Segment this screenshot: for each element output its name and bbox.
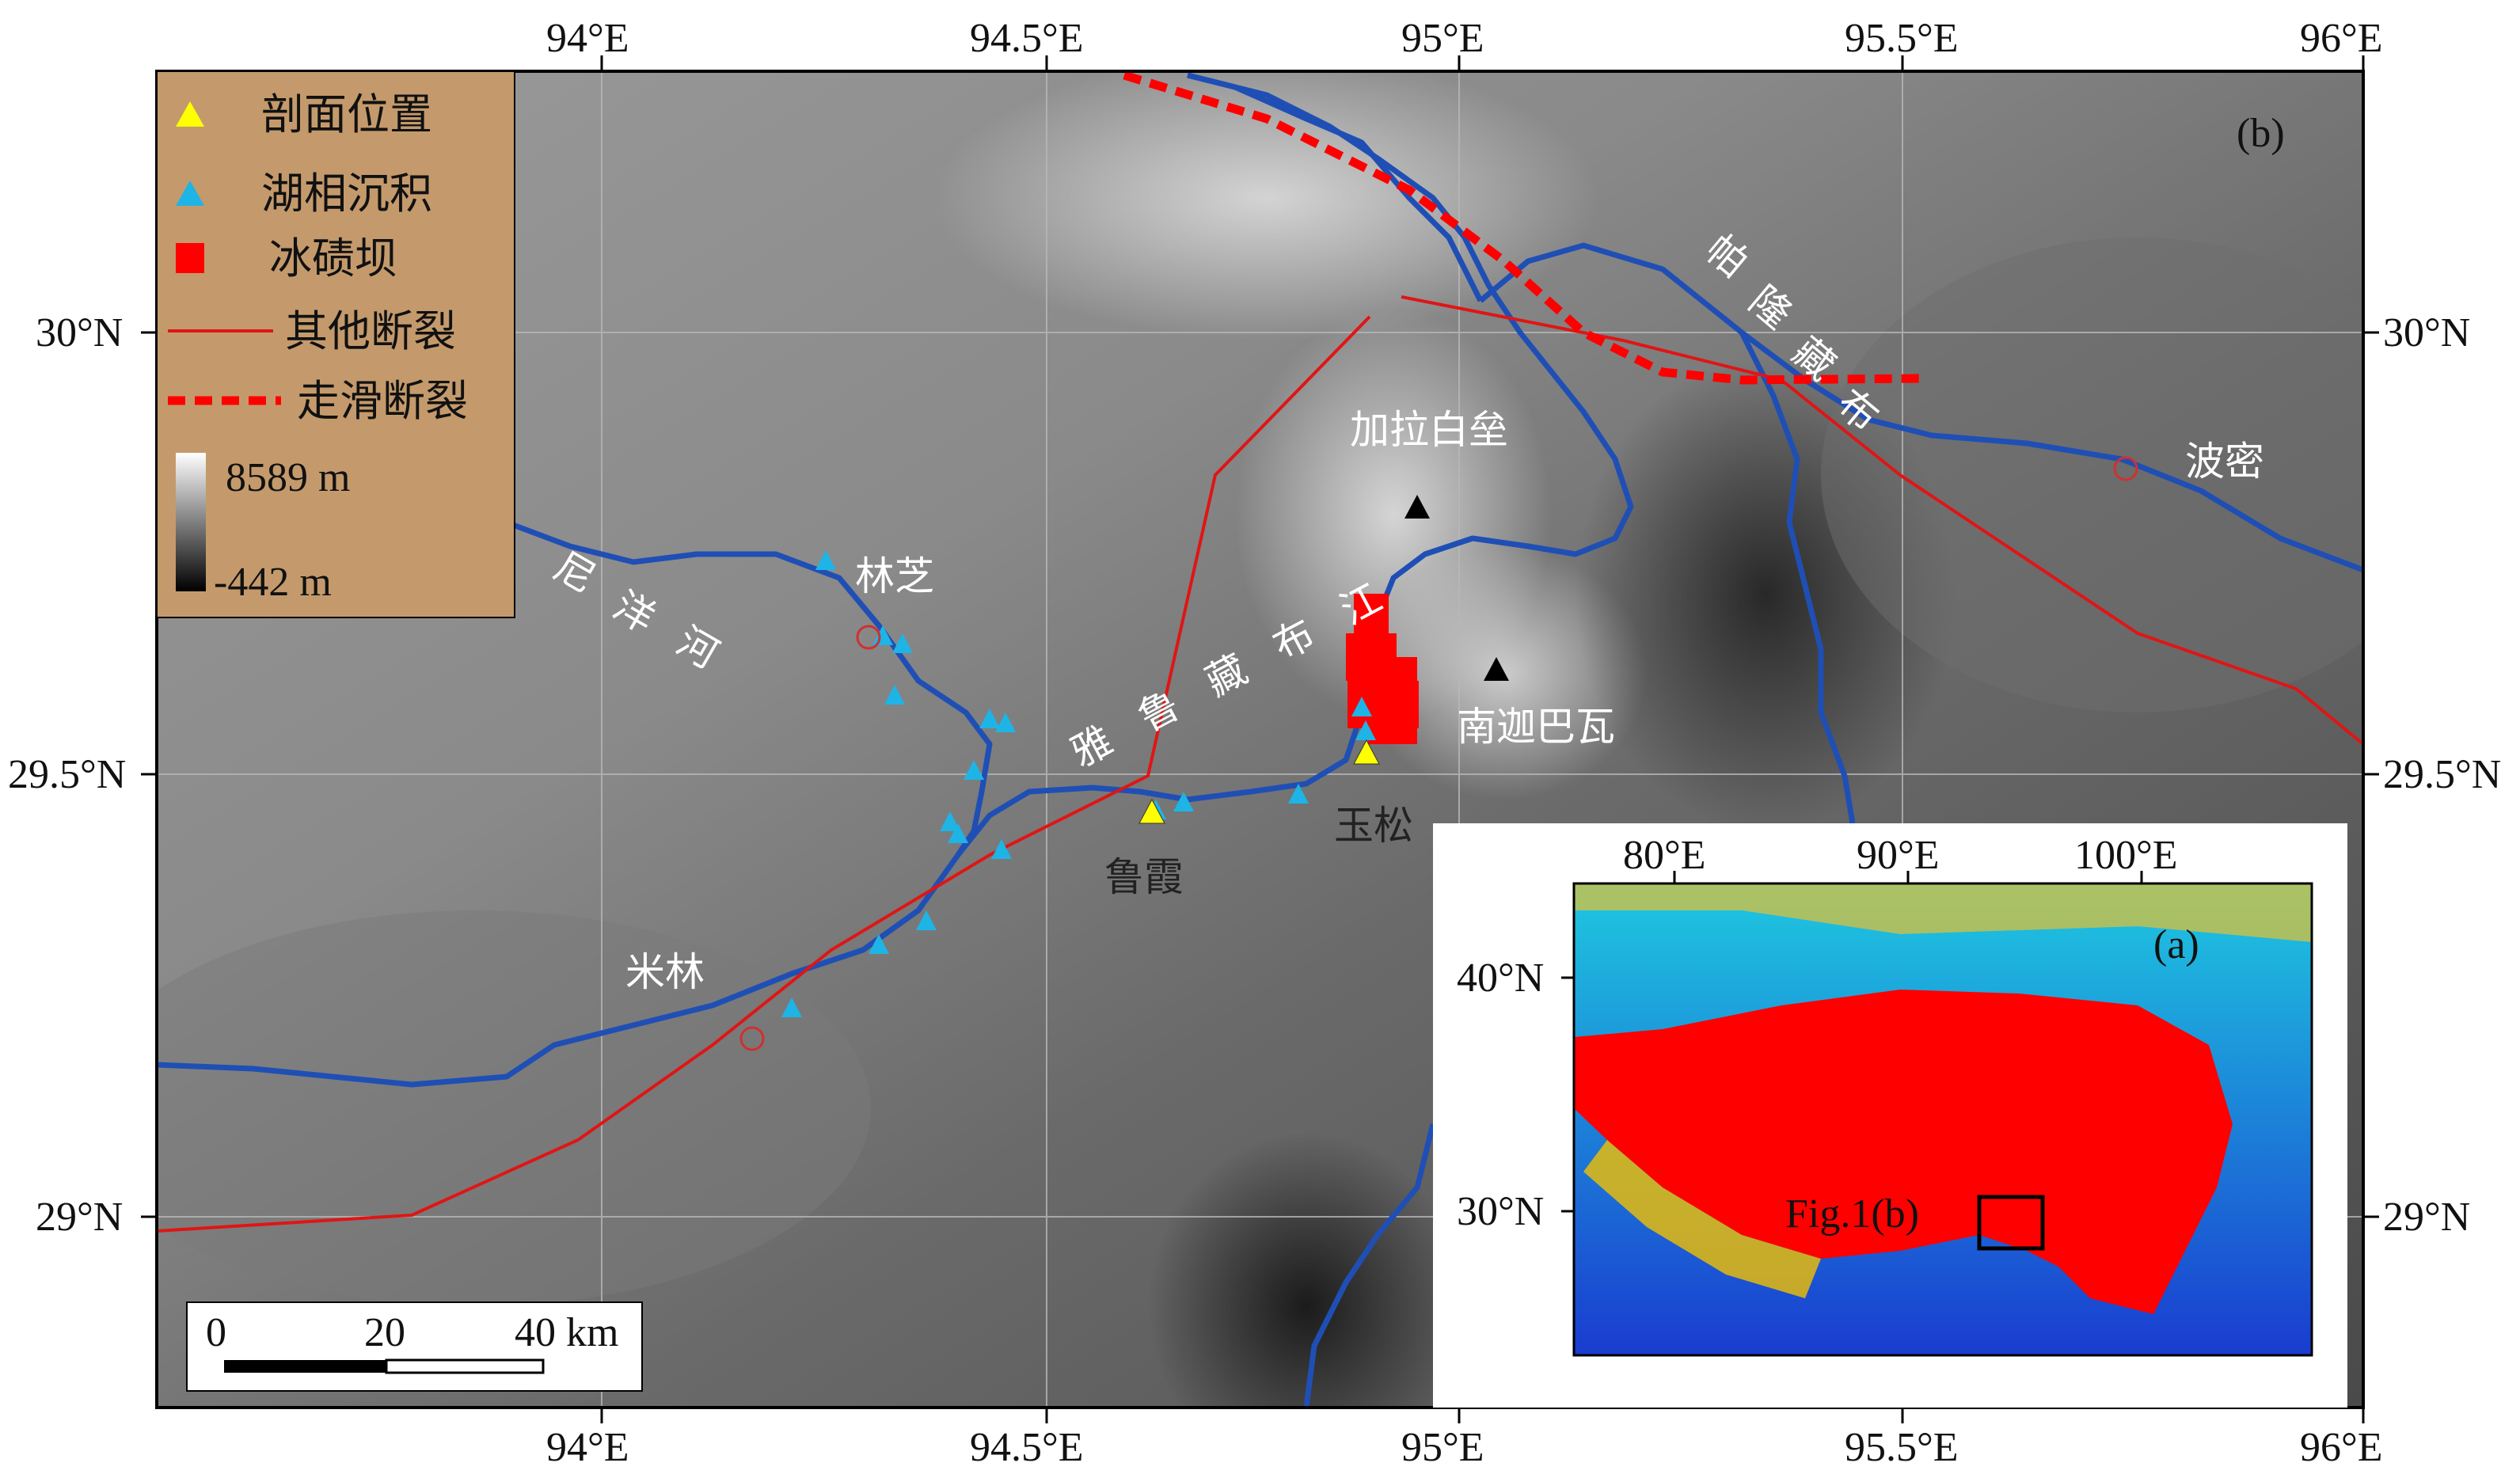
legend-yellow-triangle-icon	[176, 101, 204, 127]
inset-northern-basin	[1574, 883, 2312, 942]
lake-sediment-marker	[781, 997, 802, 1017]
profile-marker	[1138, 798, 1165, 824]
right-tick: 29.5°N	[2383, 752, 2501, 797]
legend-cyan-triangle-icon	[176, 180, 204, 206]
bottom-tick: 95°E	[1401, 1425, 1484, 1470]
scale-label-0: 0	[206, 1310, 226, 1355]
nyang-river	[505, 519, 993, 857]
lake-sediment-marker	[964, 760, 984, 780]
scale-bar: 0 20 40 km	[186, 1301, 643, 1392]
lake-sediment-marker	[872, 625, 893, 645]
label-yusong: 玉松	[1334, 803, 1413, 849]
lake-sediment-marker	[892, 633, 913, 653]
bottom-tick: 94.5°E	[970, 1425, 1084, 1470]
lake-sediment-marker	[1173, 792, 1194, 811]
profile-marker	[1353, 739, 1380, 765]
lake-sediment-marker	[1288, 784, 1309, 804]
lake-sediment-marker	[979, 709, 1000, 728]
legend: 剖面位置 湖相沉积 冰碛坝 其他断裂 走滑断裂 8589 m -442 m	[156, 70, 515, 618]
peak-triangle-icon	[1404, 495, 1430, 519]
inset-map: Fig.1(b) (a) 80°E 90°E 100°E 40°N 30°N	[1433, 823, 2347, 1408]
scale-label-20: 20	[364, 1310, 405, 1355]
left-tick: 29°N	[36, 1195, 123, 1240]
label-bomi: 波密	[2185, 439, 2264, 484]
lake-sediment-marker	[884, 685, 905, 705]
parlung-river	[1478, 242, 2363, 573]
inset-top-tick: 80°E	[1623, 833, 1706, 878]
terrain-relief: 林芝 米林 鲁霞 玉松 波密 加拉白垒 南迦巴瓦 尼 洋 河 雅 鲁 藏 布 江…	[157, 71, 2363, 1408]
tributary-north-bend	[1187, 72, 1484, 302]
top-tick: 94.5°E	[970, 16, 1084, 61]
strike-slip-fault	[1123, 71, 1925, 385]
tributary-south	[1303, 1123, 1436, 1408]
lake-sediment-sites	[781, 550, 1376, 1017]
right-tick: 30°N	[2383, 310, 2470, 355]
lake-sediment-marker	[995, 712, 1016, 732]
inset-left-tick: 30°N	[1457, 1189, 1544, 1234]
inset-frame	[1572, 882, 2313, 1357]
legend-label: 剖面位置	[261, 89, 432, 139]
legend-label: 其他断裂	[285, 306, 456, 356]
inset-top-tick: 100°E	[2074, 833, 2178, 878]
lake-sediment-marker	[940, 811, 960, 831]
other-faults	[157, 295, 2363, 1233]
bottom-tick: 94°E	[546, 1425, 629, 1470]
label-namcha-barwa: 南迦巴瓦	[1457, 704, 1615, 750]
lake-sediment-marker	[916, 910, 937, 930]
legend-label: 湖相沉积	[261, 169, 432, 218]
label-gyala-peri: 加拉白垒	[1350, 407, 1508, 453]
elevation-min-label: -442 m	[214, 560, 332, 605]
inset-top-tick: 90°E	[1857, 833, 1940, 878]
inset-location-box	[1977, 1195, 2045, 1251]
inset-tibetan-plateau	[1574, 990, 2233, 1314]
top-tick: 96°E	[2300, 16, 2383, 61]
scale-label-40: 40 km	[515, 1310, 618, 1355]
town-circle-icon	[2113, 456, 2138, 481]
inset-transition-zone	[1583, 1140, 1821, 1298]
elevation-colorbar	[176, 453, 206, 591]
main-map: 林芝 米林 鲁霞 玉松 波密 加拉白垒 南迦巴瓦 尼 洋 河 雅 鲁 藏 布 江…	[155, 70, 2365, 1409]
label-linzhi: 林芝	[855, 553, 934, 599]
legend-label: 冰碛坝	[269, 234, 397, 283]
lake-sediment-marker	[991, 839, 1012, 859]
lake-sediment-marker	[948, 823, 968, 843]
right-tick: 29°N	[2383, 1195, 2470, 1240]
lake-sediment-marker	[1351, 697, 1372, 716]
elevation-max-label: 8589 m	[226, 455, 350, 500]
bottom-tick: 95.5°E	[1845, 1425, 1959, 1470]
top-tick: 95.5°E	[1845, 16, 1959, 61]
towns	[739, 456, 2138, 1051]
tributary-east	[1739, 331, 1856, 824]
axis-ticks: 94°E 94.5°E 95°E 95.5°E 96°E 94°E 94.5°E…	[8, 16, 2501, 1470]
fault-main	[157, 315, 1371, 1233]
glacier-dam	[1346, 594, 1419, 744]
top-tick: 94°E	[546, 16, 629, 61]
legend-red-square-icon	[176, 243, 204, 273]
left-tick: 30°N	[36, 310, 123, 355]
bottom-tick: 96°E	[2300, 1425, 2383, 1470]
peak-triangle-icon	[1484, 657, 1509, 681]
inset-left-tick: 40°N	[1457, 956, 1544, 1001]
lake-sediment-marker	[1355, 720, 1376, 740]
left-tick: 29.5°N	[8, 752, 126, 797]
map-frame	[155, 70, 2365, 1409]
rivers	[157, 72, 2363, 1408]
legend-background	[156, 70, 515, 618]
legend-label: 走滑断裂	[297, 376, 468, 426]
profile-locations	[1138, 739, 1380, 824]
town-circle-icon	[739, 1026, 765, 1051]
lake-sediment-marker	[869, 934, 889, 954]
label-luxia: 鲁霞	[1104, 854, 1184, 900]
town-circle-icon	[856, 625, 881, 650]
peaks	[1404, 495, 1509, 681]
lake-sediment-marker	[815, 550, 836, 570]
inset-box-label: Fig.1(b)	[1785, 1191, 1919, 1237]
label-milin: 米林	[625, 949, 705, 995]
panel-label-a: (a)	[2153, 922, 2199, 967]
top-tick: 95°E	[1401, 16, 1484, 61]
panel-label-b: (b)	[2237, 111, 2285, 156]
fault-east	[1401, 295, 2363, 746]
